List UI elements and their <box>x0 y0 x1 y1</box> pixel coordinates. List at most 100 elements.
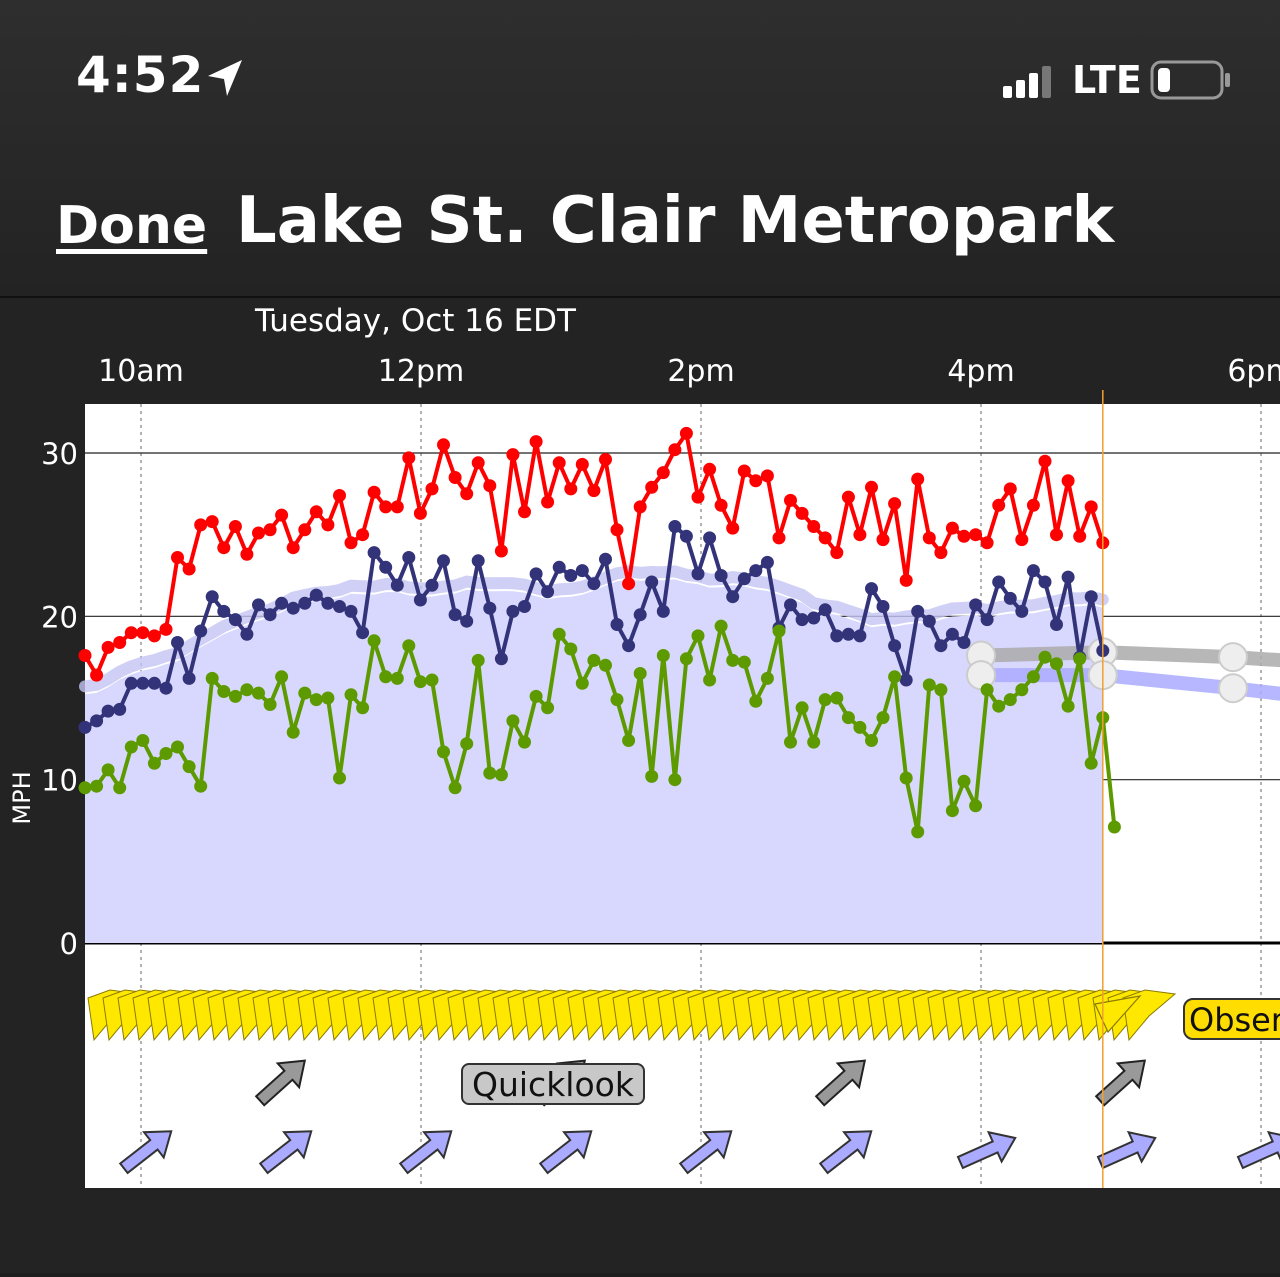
cellular-signal-icon <box>1003 66 1051 98</box>
forecast-average-point <box>1218 673 1248 704</box>
average-point <box>252 598 265 612</box>
gust-point <box>818 531 832 545</box>
lull-point <box>564 642 578 656</box>
average-point <box>483 601 497 615</box>
lull-point <box>841 711 855 725</box>
forecast-direction-icon <box>254 1059 307 1107</box>
average-point <box>263 608 277 622</box>
lull-point <box>749 694 763 708</box>
x-tick-label: 2pm <box>667 354 734 389</box>
forecast-direction-icon-shape <box>1094 1059 1147 1107</box>
forecast-direction-icon <box>1094 1059 1147 1107</box>
page-title: Lake St. Clair Metropark <box>236 184 1114 258</box>
average-point <box>124 676 138 690</box>
lull-point <box>402 639 416 653</box>
gust-point <box>830 546 844 560</box>
lull-point <box>460 737 474 751</box>
done-button[interactable]: Done <box>56 196 208 256</box>
gust-point <box>645 480 659 494</box>
lull-point <box>645 769 659 783</box>
lull-point <box>333 771 346 785</box>
average-point <box>101 704 115 718</box>
lull-point <box>552 627 566 641</box>
gust-point <box>413 506 427 520</box>
gust-point <box>633 500 647 514</box>
gust-point <box>159 622 173 636</box>
average-point <box>656 604 670 618</box>
gust-point <box>841 490 855 504</box>
model-badge[interactable]: Quicklook <box>461 1063 645 1105</box>
location-arrow-icon <box>208 60 242 96</box>
forecast-direction-icon-shape <box>814 1059 867 1107</box>
y-tick-label: 10 <box>41 764 78 798</box>
carrier-label: LTE <box>1072 58 1142 102</box>
lull-point <box>760 671 774 685</box>
direction-arrow-icon-shape <box>1096 1130 1157 1170</box>
gust-point <box>1026 498 1040 512</box>
y-tick-label: 0 <box>60 927 78 961</box>
average-point <box>888 639 902 653</box>
average-point <box>703 531 717 545</box>
average-point <box>668 520 682 533</box>
lull-point <box>413 675 427 689</box>
average-point <box>564 569 578 582</box>
gust-point <box>807 520 821 533</box>
gust-point <box>228 520 242 533</box>
gust-point <box>541 495 555 509</box>
average-point <box>494 652 508 666</box>
gust-point <box>1061 474 1075 488</box>
lull-point <box>957 774 971 788</box>
gust-point <box>599 453 612 466</box>
average-point <box>945 627 959 641</box>
lull-point <box>483 766 497 780</box>
average-point <box>841 627 855 641</box>
average-point <box>217 604 231 618</box>
lull-point <box>321 691 335 705</box>
gust-point <box>124 626 138 640</box>
direction-arrow-icon <box>538 1130 593 1175</box>
gust-point <box>448 471 462 484</box>
forecast-gust-point <box>1218 642 1248 673</box>
average-point <box>957 636 971 649</box>
lull-point <box>275 670 289 684</box>
direction-arrow-icon-shape <box>1236 1130 1280 1170</box>
gust-point <box>113 636 127 649</box>
gust-point <box>957 529 971 543</box>
status-time: 4:52 <box>76 46 205 104</box>
lull-point <box>1107 820 1121 834</box>
lull-point <box>1050 657 1063 671</box>
lull-point <box>1073 652 1087 666</box>
lull-point <box>853 720 867 734</box>
gust-point <box>795 506 809 520</box>
direction-arrow-icon <box>118 1130 173 1175</box>
average-point <box>980 613 994 627</box>
gust-point <box>703 462 717 476</box>
gust-point <box>275 508 289 522</box>
gust-point <box>402 451 416 465</box>
gust-point <box>379 500 393 514</box>
lull-point <box>726 653 740 667</box>
average-point <box>390 578 404 592</box>
gust-point <box>240 547 254 561</box>
average-point <box>136 676 150 690</box>
observed-badge[interactable]: Observed <box>1183 998 1280 1040</box>
lull-point <box>182 760 196 774</box>
average-point <box>969 598 983 612</box>
lull-point <box>587 653 601 667</box>
average-point <box>471 554 485 568</box>
forecast-average-line <box>974 668 1280 701</box>
direction-arrow-icon-shape <box>398 1130 453 1175</box>
lull-point <box>1038 650 1052 664</box>
x-tick-label: 12pm <box>378 354 464 389</box>
x-tick-label: 4pm <box>947 354 1014 389</box>
x-tick-label: 6pm <box>1227 354 1280 389</box>
average-point <box>784 598 797 612</box>
lull-point <box>668 773 682 787</box>
lull-point <box>101 763 115 777</box>
average-point <box>413 593 427 607</box>
lull-point <box>379 670 393 684</box>
lull-point <box>703 673 717 687</box>
gust-point <box>171 551 184 564</box>
lull-point <box>772 624 786 638</box>
average-point <box>356 626 370 640</box>
